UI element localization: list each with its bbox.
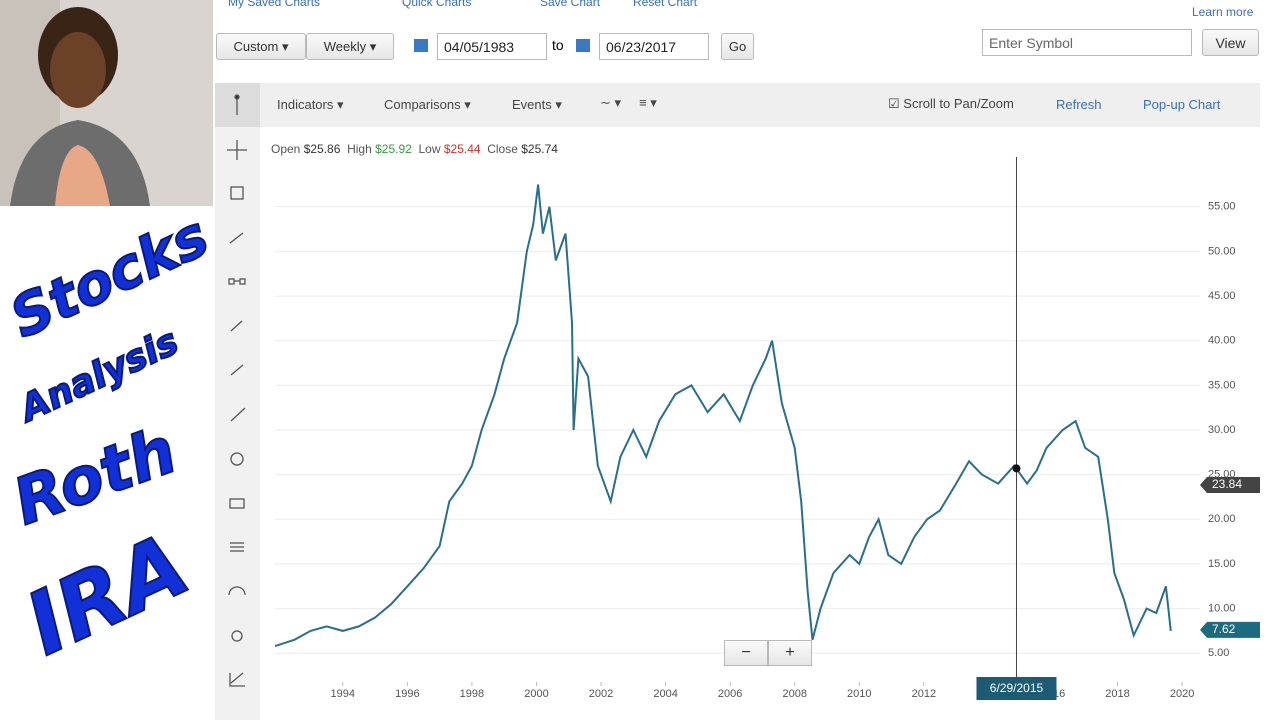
x-tick-label: 2012 (912, 688, 936, 700)
y-tick-label: 40.00 (1208, 335, 1236, 347)
y-tick-label: 45.00 (1208, 290, 1236, 302)
view-button[interactable]: View (1202, 29, 1259, 56)
ohlc-value: $25.44 (443, 142, 481, 156)
go-button[interactable]: Go (721, 33, 754, 60)
interval-text: Weekly (323, 39, 367, 54)
menu-text: Events (512, 97, 552, 112)
header-link[interactable]: My Saved Charts (228, 0, 321, 9)
ohlc-label: Open (271, 142, 301, 156)
chart-style-menu[interactable]: ∼ ▾ ≡ ▾ (600, 95, 657, 110)
y-tick-label: 55.00 (1208, 201, 1236, 213)
last-value: 7.62 (1212, 622, 1236, 636)
ohlc-value: $25.92 (375, 142, 412, 156)
ohlc-label: High (347, 142, 372, 156)
ohlc-label: Close (487, 142, 518, 156)
x-tick-label: 2006 (718, 688, 742, 700)
popup-link[interactable]: Pop-up Chart (1143, 97, 1221, 112)
y-tick-label: 20.00 (1208, 513, 1236, 525)
x-tick-label: 2018 (1105, 688, 1129, 700)
price-line (274, 184, 1172, 648)
crosshair-dot (1012, 464, 1021, 473)
comparisons-menu[interactable]: Comparisons ▾ (384, 97, 471, 112)
to-label: to (552, 37, 564, 53)
ohlc-value: $25.74 (521, 142, 558, 156)
crosshair-date-tag (976, 677, 1057, 700)
learn-more[interactable]: Learn more (1192, 5, 1254, 19)
crosshair-value: 23.84 (1212, 477, 1242, 491)
last-value-tag (1200, 621, 1260, 638)
start-date[interactable]: 04/05/1983 (437, 33, 547, 60)
range-text: Custom (233, 39, 279, 54)
tool-icons (215, 83, 260, 687)
crosshair-value-tag (1200, 477, 1260, 493)
x-tick-label: 2008 (782, 688, 806, 700)
header-link[interactable]: Quick Charts (402, 0, 472, 9)
x-tick-label: 2002 (589, 688, 613, 700)
x-tick-label: 1996 (395, 688, 419, 700)
ohlc-value: $25.86 (303, 142, 341, 156)
y-tick-label: 35.00 (1208, 379, 1236, 391)
x-tick-label: 2010 (847, 688, 871, 700)
menu-text: Indicators (277, 97, 334, 112)
ohlc-label: Low (418, 142, 441, 156)
presenter-photo (0, 0, 213, 206)
header-link[interactable]: Save Chart (540, 0, 601, 9)
refresh-link[interactable]: Refresh (1056, 97, 1102, 112)
x-tick-label: 2000 (524, 688, 548, 700)
tool-column (215, 83, 260, 720)
y-tick-label: 5.00 (1208, 647, 1229, 659)
indicators-menu[interactable]: Indicators ▾ (277, 97, 344, 112)
scroll-text: Scroll to Pan/Zoom (903, 96, 1014, 111)
y-tick-label: 50.00 (1208, 245, 1236, 257)
calendar-icon[interactable] (576, 39, 590, 52)
y-tick-label: 15.00 (1208, 558, 1236, 570)
end-date[interactable]: 06/23/2017 (599, 33, 709, 60)
x-tick-label: 1998 (460, 688, 484, 700)
zoom-in[interactable]: + (768, 640, 812, 666)
ohlc-readout: Open $25.86 High $25.92 Low $25.44 Close… (271, 142, 558, 156)
zoom-out[interactable]: − (724, 640, 768, 666)
y-tick-label: 30.00 (1208, 424, 1236, 436)
x-tick-label: 2004 (653, 688, 677, 700)
interval-select[interactable]: Weekly ▾ (306, 33, 394, 60)
range-select[interactable]: Custom ▾ (216, 33, 306, 60)
x-tick-label: 1994 (331, 688, 355, 700)
crosshair-date: 6/29/2015 (990, 681, 1044, 695)
toolbar (260, 83, 1260, 127)
y-tick-label: 10.00 (1208, 602, 1236, 614)
events-menu[interactable]: Events ▾ (512, 97, 562, 112)
menu-text: Comparisons (384, 97, 461, 112)
x-tick-label: 2020 (1170, 688, 1194, 700)
symbol-input[interactable]: Enter Symbol (982, 29, 1192, 56)
calendar-icon[interactable] (414, 39, 428, 52)
header-link[interactable]: Reset Chart (633, 0, 698, 9)
scroll-checkbox[interactable]: ☑ Scroll to Pan/Zoom (888, 96, 1014, 111)
